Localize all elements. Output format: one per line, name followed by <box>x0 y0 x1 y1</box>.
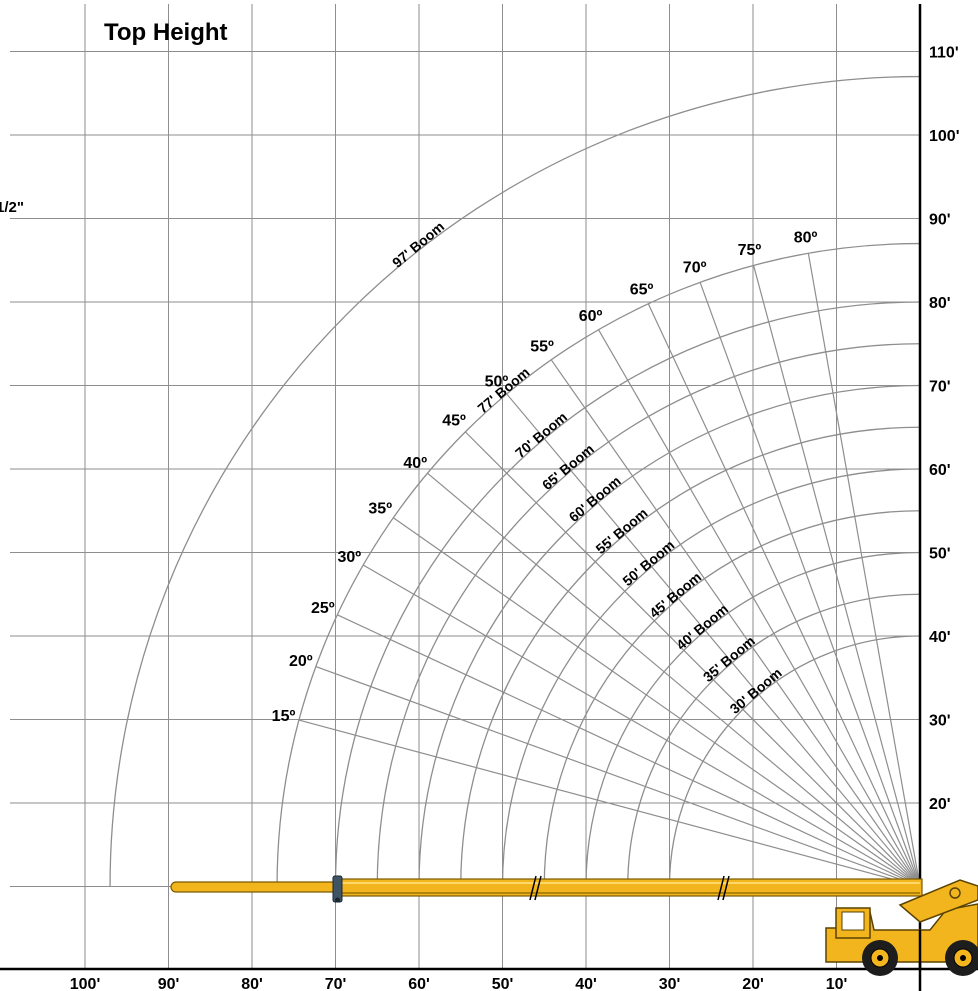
angle-label: 70º <box>683 259 707 276</box>
boom-arc <box>109 75 921 887</box>
y-tick-label: 50' <box>929 546 951 563</box>
angle-labels: 15º 20º 25º 30º 35º 40º 45º 50º 55º 60º 65º 70º 75º 8… <box>272 230 818 725</box>
angle-label: 30º <box>338 549 362 566</box>
x-tick-label: 50' <box>492 976 514 991</box>
x-tick-labels: 100' 90' 80' 70' 60' 50' 40' 30' 20' 10' <box>70 976 848 991</box>
angle-ray <box>699 282 921 887</box>
angle-label: 75º <box>738 242 762 259</box>
edge-note: 1/2" <box>0 199 24 216</box>
angle-ray <box>807 253 921 887</box>
boom-length-label: 45' Boom <box>646 569 704 621</box>
angle-ray <box>337 614 921 888</box>
y-tick-label: 40' <box>929 629 951 646</box>
angle-label: 50º <box>485 374 509 391</box>
angle-label: 15º <box>272 708 296 725</box>
boom-length-label: 55' Boom <box>593 505 651 557</box>
boom-length-label: 35' Boom <box>700 633 758 685</box>
angle-ray <box>598 329 921 887</box>
angle-label: 20º <box>289 653 313 670</box>
angle-ray <box>315 666 921 888</box>
angle-label: 35º <box>368 501 392 518</box>
angle-ray <box>753 265 921 887</box>
chart-title: Top Height <box>104 19 228 46</box>
y-tick-label: 70' <box>929 379 951 396</box>
y-tick-label: 30' <box>929 713 951 730</box>
x-tick-label: 30' <box>659 976 681 991</box>
boom-drawing <box>170 875 923 903</box>
x-tick-label: 70' <box>325 976 347 991</box>
angle-label: 60º <box>579 308 603 325</box>
ram-pivot <box>949 887 961 899</box>
angle-label: 45º <box>442 413 466 430</box>
y-tick-label: 80' <box>929 295 951 312</box>
angle-rays <box>298 253 921 888</box>
x-tick-label: 10' <box>826 976 848 991</box>
angle-label: 25º <box>311 600 335 617</box>
grid <box>10 4 920 969</box>
x-tick-label: 40' <box>575 976 597 991</box>
cab-window <box>841 911 865 931</box>
y-tick-label: 100' <box>929 128 960 145</box>
boom-length-label: 70' Boom <box>512 409 570 461</box>
boom-length-label: 65' Boom <box>539 441 597 493</box>
angle-label: 80º <box>794 230 818 247</box>
x-tick-label: 80' <box>241 976 263 991</box>
angle-label: 65º <box>630 281 654 298</box>
angle-ray <box>298 719 921 888</box>
angle-label: 40º <box>403 455 427 472</box>
boom-length-label: 60' Boom <box>566 473 624 525</box>
y-tick-label: 20' <box>929 796 951 813</box>
x-tick-label: 100' <box>70 976 101 991</box>
boom-length-label: 30' Boom <box>727 665 785 717</box>
boom-fly-section <box>170 881 342 893</box>
angle-ray <box>647 303 921 887</box>
x-tick-label: 60' <box>408 976 430 991</box>
angle-ray <box>550 359 921 887</box>
crane-carrier-drawing <box>825 879 978 976</box>
angle-ray <box>427 472 921 887</box>
angle-ray <box>392 517 921 887</box>
y-tick-label: 60' <box>929 462 951 479</box>
boom-break-marks <box>529 875 730 901</box>
boom-length-label: 50' Boom <box>619 537 677 589</box>
y-tick-labels: 110' 100' 90' 80' 70' 60' 50' 40' 30' 20' <box>929 45 960 814</box>
x-tick-label: 20' <box>742 976 764 991</box>
y-tick-label: 110' <box>929 45 959 62</box>
boom-clamp-pin <box>335 897 340 903</box>
angle-ray <box>506 393 921 887</box>
angle-ray <box>362 564 921 888</box>
y-tick-label: 90' <box>929 212 951 229</box>
boom-length-label: 97' Boom <box>389 218 447 270</box>
angle-label: 55º <box>530 339 554 356</box>
boom-length-label: 40' Boom <box>673 601 731 653</box>
angle-ray <box>464 431 921 887</box>
x-tick-label: 90' <box>158 976 180 991</box>
